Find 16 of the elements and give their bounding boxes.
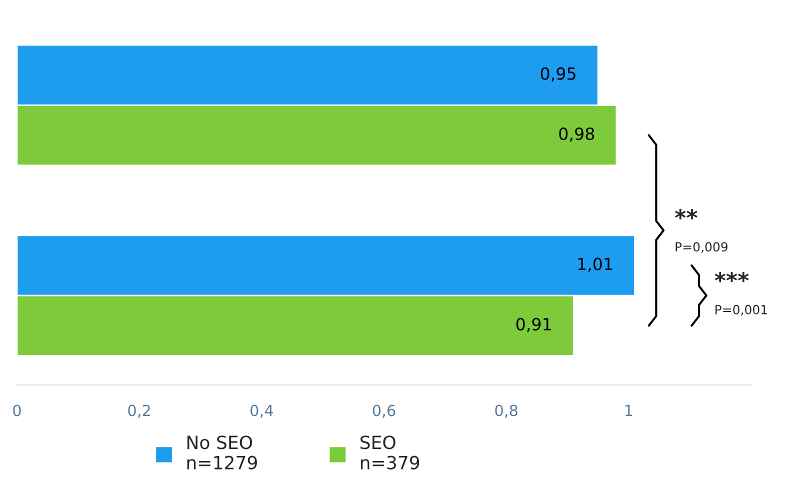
annotation: **: [674, 209, 698, 220]
legend-label: No SEO n=1279: [187, 436, 257, 470]
data-label: 0,98: [559, 127, 594, 142]
legend-label: SEO n=379: [360, 436, 420, 470]
x-tick-label: 0,4: [250, 404, 273, 418]
annotation: P=0,001: [716, 304, 767, 316]
data-label: 0,91: [516, 318, 551, 332]
x-tick-label: 1: [625, 404, 632, 416]
annotation: ***: [714, 272, 749, 282]
x-tick-label: 0,8: [495, 404, 518, 418]
annotation: P=0,009: [676, 242, 728, 253]
x-tick-label: 0,2: [128, 404, 150, 418]
data-label: 0,95: [540, 67, 576, 82]
x-tick-label: 0: [13, 404, 21, 416]
data-label: 1,01: [578, 258, 612, 272]
x-tick-label: 0,6: [372, 404, 396, 418]
